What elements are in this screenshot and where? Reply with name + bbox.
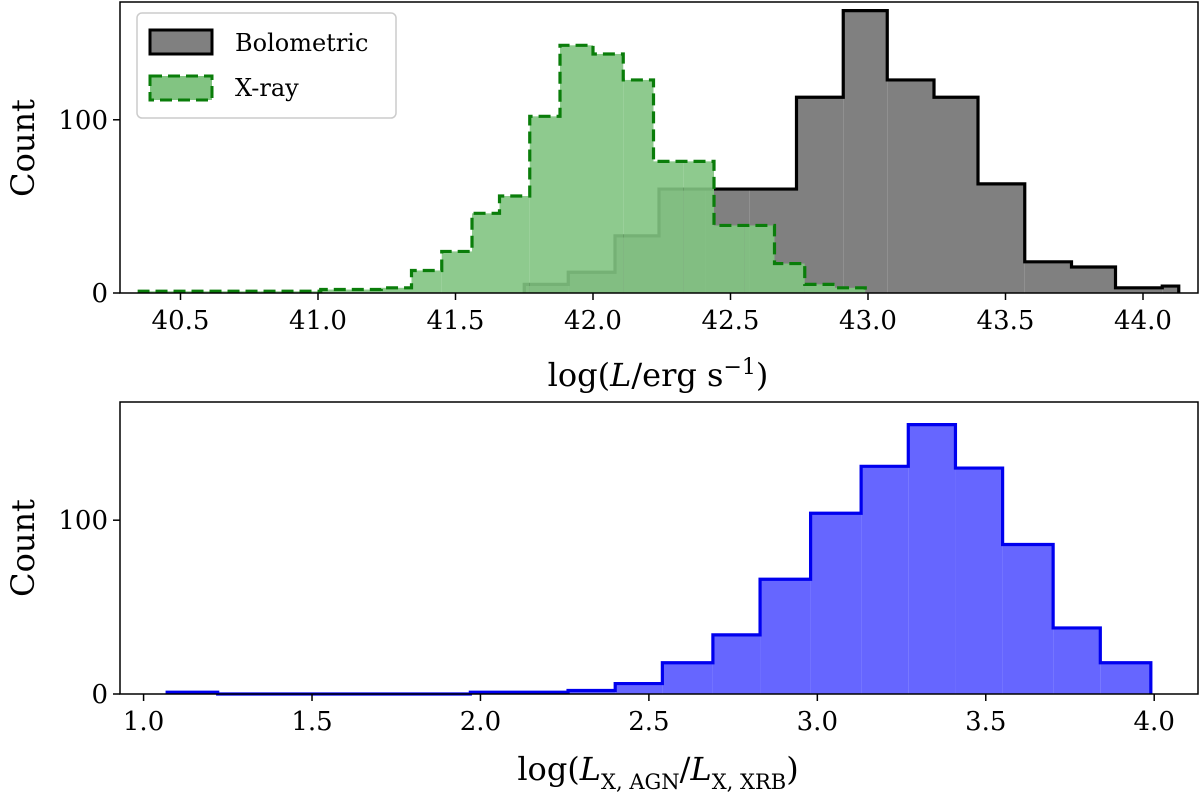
top-bar-x-ray bbox=[139, 291, 170, 293]
bottom-bar-ratio bbox=[662, 662, 713, 694]
top-x-tick-label: 42.5 bbox=[702, 306, 760, 336]
top-bar-x-ray bbox=[593, 53, 624, 293]
bottom-bar-ratio bbox=[712, 634, 761, 694]
top-bar-x-ray bbox=[804, 284, 835, 293]
top-bar-x-ray bbox=[381, 287, 412, 293]
bottom-x-tick-label: 2.0 bbox=[460, 707, 501, 737]
top-y-axis-label: Count bbox=[4, 99, 42, 197]
bottom-y-axis: 0 100 bbox=[58, 506, 120, 710]
top-bar-bolometric bbox=[796, 97, 844, 294]
bottom-bar-ratio bbox=[1100, 662, 1151, 694]
bottom-bar-ratio bbox=[615, 683, 663, 694]
bottom-bar-ratio bbox=[908, 424, 956, 694]
top-x-tick-label: 41.5 bbox=[427, 306, 485, 336]
top-x-tick-label: 43.5 bbox=[977, 306, 1035, 336]
top-bar-x-ray bbox=[499, 196, 530, 293]
top-x-tick-label: 42.0 bbox=[564, 306, 622, 336]
top-bar-x-ray bbox=[472, 213, 500, 293]
bottom-x-tick-label: 2.5 bbox=[628, 707, 669, 737]
bottom-y-tick-label: 0 bbox=[91, 680, 108, 710]
top-y-axis: 0 100 bbox=[58, 106, 120, 309]
top-bar-x-ray bbox=[441, 251, 472, 293]
bottom-bar-ratio bbox=[1053, 627, 1101, 694]
top-y-tick-label: 0 bbox=[91, 279, 108, 309]
bottom-series-ratio bbox=[165, 422, 1153, 696]
top-bar-bolometric bbox=[1071, 267, 1116, 293]
top-bar-bolometric bbox=[1024, 261, 1072, 293]
top-series-x-ray bbox=[137, 43, 867, 293]
bottom-bar-ratio bbox=[955, 468, 1003, 694]
bottom-bar-ratio bbox=[760, 579, 811, 694]
top-x-tick-label: 40.5 bbox=[152, 306, 210, 336]
top-bar-bolometric bbox=[1162, 286, 1179, 293]
bottom-y-tick-label: 100 bbox=[58, 506, 108, 536]
top-bar-x-ray bbox=[230, 291, 261, 293]
top-bar-x-ray bbox=[351, 289, 382, 293]
bottom-histogram-bars bbox=[165, 422, 1153, 696]
legend-label-bolometric: Bolometric bbox=[235, 29, 368, 57]
bottom-x-tick-label: 3.0 bbox=[797, 707, 838, 737]
top-bar-bolometric bbox=[887, 79, 934, 293]
top-bar-x-ray bbox=[411, 270, 442, 293]
bottom-x-tick-label: 3.5 bbox=[965, 707, 1006, 737]
top-bar-bolometric bbox=[843, 10, 888, 294]
bottom-bar-ratio bbox=[861, 466, 909, 694]
bottom-x-axis-label: log(LX, AGN/LX, XRB) bbox=[517, 750, 798, 794]
bottom-x-tick-label: 1.0 bbox=[123, 707, 164, 737]
top-x-tick-label: 43.0 bbox=[839, 306, 897, 336]
top-x-tick-label: 41.0 bbox=[289, 306, 347, 336]
bottom-x-axis: 1.0 1.5 2.0 2.5 3.0 3.5 4.0 bbox=[123, 694, 1175, 737]
top-bar-x-ray bbox=[320, 289, 351, 293]
top-x-tick-label: 44.0 bbox=[1114, 306, 1172, 336]
bottom-bar-ratio bbox=[568, 690, 616, 694]
top-panel: 40.5 41.0 41.5 42.0 42.5 43.0 43.5 44.0 0 100 lo… bbox=[4, 1, 1199, 394]
top-bar-x-ray bbox=[835, 287, 866, 293]
top-plot-frame bbox=[119, 1, 1199, 294]
top-y-tick-label: 100 bbox=[58, 106, 108, 136]
bottom-x-tick-label: 4.0 bbox=[1134, 707, 1175, 737]
top-bar-x-ray bbox=[744, 225, 775, 293]
top-x-axis-label: log(L/erg s−1) bbox=[548, 355, 769, 394]
top-bar-x-ray bbox=[623, 79, 654, 293]
top-histogram-bars bbox=[137, 9, 1181, 294]
top-bar-bolometric bbox=[934, 97, 978, 294]
bottom-bar-ratio bbox=[1002, 544, 1054, 694]
top-bar-x-ray bbox=[653, 161, 684, 293]
bottom-y-axis-label: Count bbox=[4, 499, 42, 597]
top-x-axis: 40.5 41.0 41.5 42.0 42.5 43.0 43.5 44.0 bbox=[152, 293, 1172, 336]
top-bar-x-ray bbox=[683, 161, 714, 293]
top-bar-x-ray bbox=[529, 116, 560, 293]
bottom-bar-ratio bbox=[810, 513, 862, 694]
bottom-panel: 1.0 1.5 2.0 2.5 3.0 3.5 4.0 0 100 log(LX, AGN/L… bbox=[4, 401, 1199, 794]
legend-swatch-xray bbox=[148, 74, 214, 102]
bottom-x-tick-label: 1.5 bbox=[291, 707, 332, 737]
legend-label-xray: X-ray bbox=[235, 74, 299, 102]
top-outline-x-ray bbox=[137, 43, 867, 293]
top-bar-x-ray bbox=[774, 263, 805, 293]
top-bar-x-ray bbox=[714, 225, 745, 293]
top-bar-bolometric bbox=[978, 183, 1025, 293]
bottom-plot-frame bbox=[119, 401, 1199, 695]
legend: Bolometric X-ray bbox=[136, 12, 397, 119]
legend-swatch-bolometric bbox=[148, 28, 214, 56]
top-bar-bolometric bbox=[1115, 287, 1163, 293]
top-bar-x-ray bbox=[560, 45, 593, 293]
